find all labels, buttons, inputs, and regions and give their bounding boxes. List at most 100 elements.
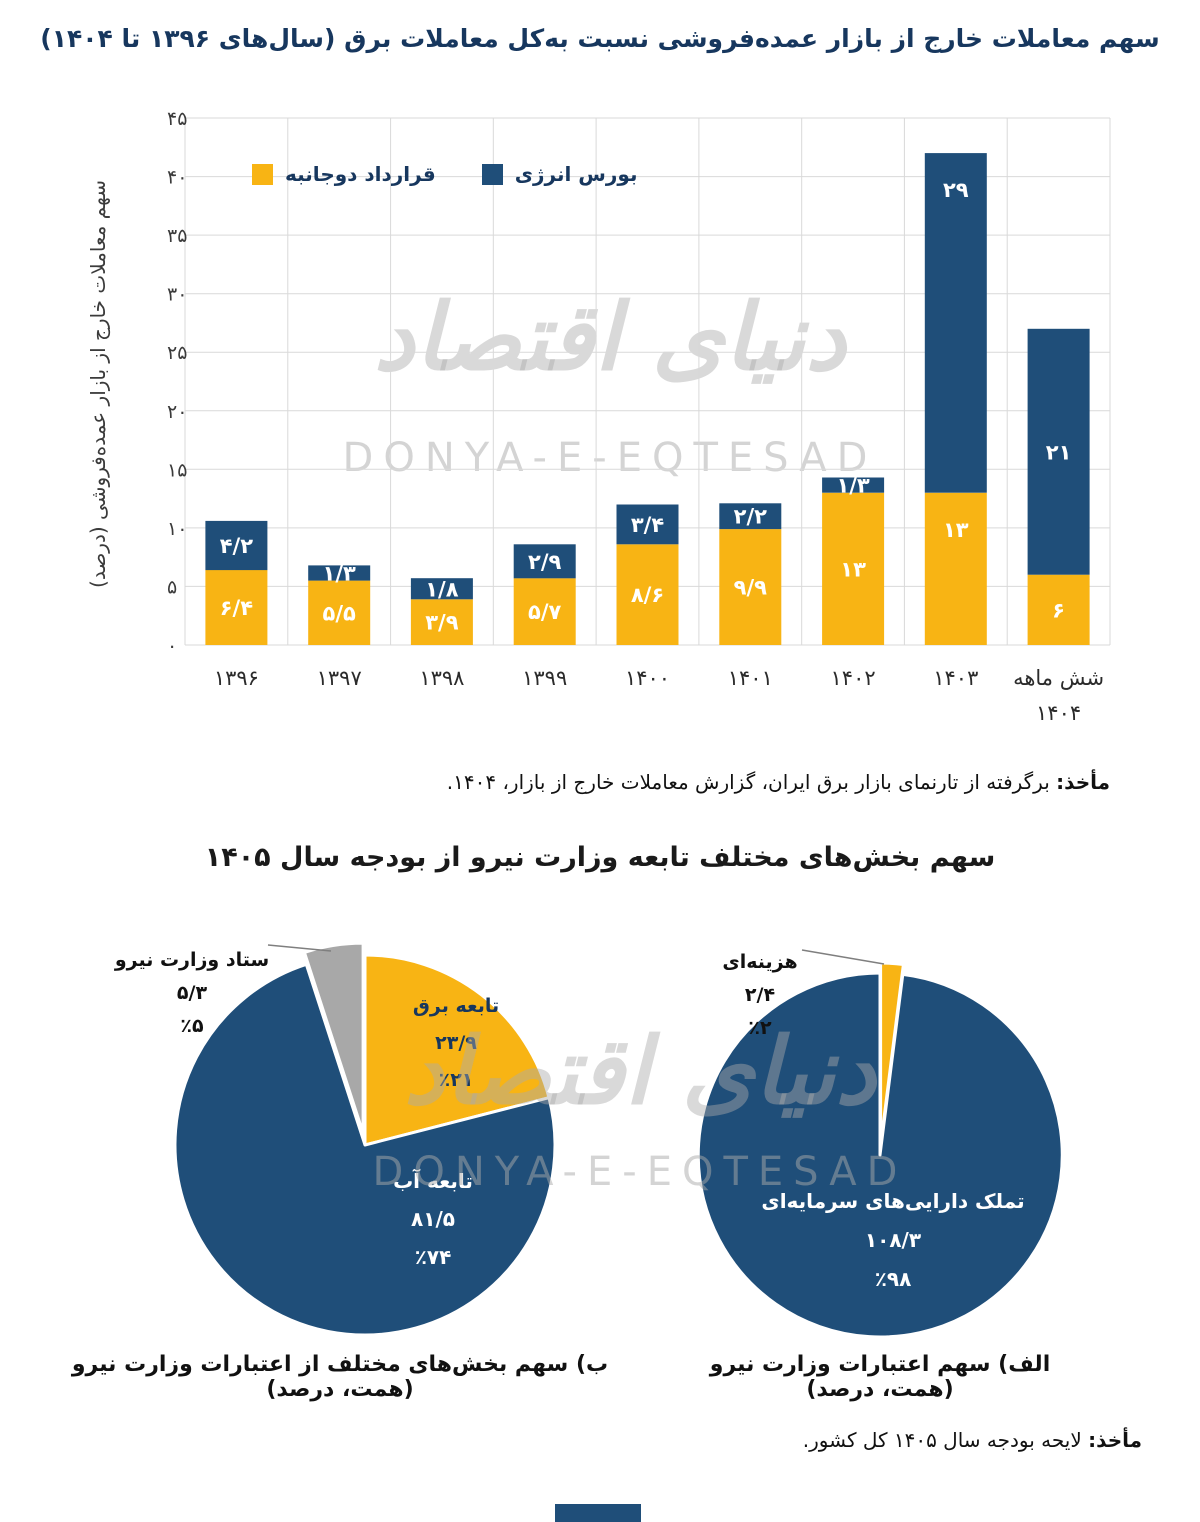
bar-segment [410, 578, 473, 600]
bar-segment [308, 565, 371, 581]
pie-label-line: تابعه آب [393, 1168, 473, 1193]
y-axis-tick-label: ۱۵ [167, 459, 187, 481]
bar-value-label: ۳/۹ [425, 611, 458, 635]
y-axis-tick-label: ۱۰ [167, 518, 187, 540]
bar-value-label: ۱/۸ [425, 577, 458, 601]
legend-swatch-energy-exchange [481, 163, 503, 185]
x-axis-category-label: ۱۴۰۲ [831, 666, 876, 690]
pie-section-title: سهم بخش‌های مختلف تابعه وزارت نیرو از بو… [204, 842, 996, 873]
pie-left-caption: ب) سهم بخش‌های مختلف از اعتبارات وزارت ن… [71, 1352, 609, 1402]
bar-value-label: ۳/۴ [631, 513, 664, 537]
bar-value-label: ۲۹ [943, 178, 969, 202]
y-axis-tick-label: ۳۵ [167, 225, 187, 247]
bar-segment [616, 544, 679, 645]
pie-leader-line [801, 949, 885, 965]
pie-label-line: ٪۷۴ [415, 1245, 452, 1269]
pie-label-line: هزینه‌ای [722, 951, 797, 973]
bar-chart-title: سهم معاملات خارج از بازار عمده‌فروشی نسب… [40, 24, 1160, 53]
bar-value-label: ۶ [1052, 598, 1065, 622]
source-text: لایحه بودجه سال ۱۴۰۵ کل کشور. [802, 1428, 1089, 1452]
legend-label-energy-exchange: بورس انرژی [514, 162, 638, 186]
bar-value-label: ۱۳ [840, 557, 866, 581]
bar-value-label: ۲/۹ [528, 550, 561, 574]
pie-label-line: ٪۵ [180, 1015, 204, 1037]
pie-slice [302, 941, 365, 1135]
pie-leader-line [267, 944, 332, 952]
x-axis-category-label: ۱۳۹۷ [317, 666, 362, 690]
pie-slice [363, 953, 551, 1147]
y-axis-tick-label: ۲۰ [167, 401, 187, 423]
bar-value-label: ۱/۳ [836, 474, 869, 498]
pie-slice [696, 971, 1064, 1339]
pie-label-line: ۵/۳ [177, 982, 208, 1004]
bar-chart-legend: قرارداد دوجانبه بورس انرژی [252, 162, 637, 186]
bar-value-label: ۲/۲ [734, 505, 767, 529]
bar-segment [719, 529, 782, 645]
pie-slice [173, 962, 557, 1337]
bar-value-label: ۱۳ [943, 518, 969, 542]
bar-segment [924, 492, 987, 645]
y-axis-tick-label: ۲۵ [167, 342, 187, 364]
pie-source-note: مأخذ: لایحه بودجه سال ۱۴۰۵ کل کشور. [803, 1428, 1142, 1452]
pie-label-line: ٪۲۱ [439, 1069, 474, 1091]
pie-chart-sections-share: تابعه برق ۲۳/۹ ٪۲۱ تابعه آب ۸۱/۵ ٪۷۴ ستاد وزار… [114, 941, 557, 1337]
x-axis-category-label: ۱۴۰۴ [1036, 701, 1081, 725]
y-axis-tick-label: ۰ [167, 635, 177, 657]
source-label: مأخذ: [1088, 1428, 1142, 1452]
bar-segment [308, 580, 371, 645]
bar-chart: ۰ ۵ ۱۰ ۱۵ ۲۰ ۲۵ ۳۰ ۳۵ ۴۰ ۴۵ ۶/۴ ۴/۲ ۱۳۹۶ ۵/۵ ۱/۳ ۱۳۹۷ ۳/… [167, 108, 1111, 725]
bar-segment [1027, 574, 1090, 645]
bar-segment [513, 578, 576, 645]
bar-value-label: ۱/۳ [323, 562, 356, 586]
pie-label-line: ۲۳/۹ [435, 1032, 477, 1054]
legend-item-energy-exchange: بورس انرژی [481, 162, 638, 186]
source-label: مأخذ: [1056, 770, 1110, 794]
bar-value-label: ۹/۹ [734, 576, 767, 600]
pie-label-line: ٪۲ [748, 1017, 772, 1039]
x-axis-category-label: ۱۳۹۶ [214, 666, 259, 690]
bar-segment [205, 520, 268, 571]
pie-label-line: ٪۹۸ [875, 1267, 912, 1291]
pie-label-line: تابعه برق [413, 995, 499, 1017]
x-axis-category-label: ۱۴۰۳ [933, 666, 978, 690]
bar-segment [616, 504, 679, 545]
pie-label-line: ۸۱/۵ [411, 1207, 455, 1231]
pie-label-line: ۱۰۸/۳ [865, 1228, 921, 1252]
pie-label-line: ستاد وزارت نیرو [114, 949, 269, 971]
source-text: برگرفته از تارنمای بازار برق ایران، گزار… [446, 770, 1057, 794]
bar-segment [513, 544, 576, 579]
bar-chart-y-axis-title: سهم معاملات خارج از بازار عمده‌فروشی (در… [86, 180, 110, 588]
bar-value-label: ۵/۵ [323, 601, 356, 625]
x-axis-category-label: شش ماهه [1013, 666, 1104, 690]
bar-segment [1027, 328, 1090, 575]
x-axis-category-label: ۱۴۰۰ [625, 666, 670, 690]
bar-segment [205, 570, 268, 645]
bar-segment [410, 599, 473, 645]
x-axis-category-label: ۱۳۹۹ [522, 666, 567, 690]
y-axis-tick-label: ۴۰ [167, 167, 187, 189]
footer-logo-bar [555, 1504, 641, 1522]
legend-swatch-bilateral-contract [252, 163, 273, 185]
legend-item-bilateral-contract: قرارداد دوجانبه [252, 162, 436, 186]
bar-segment [822, 492, 885, 645]
bar-value-label: ۸/۶ [631, 583, 664, 607]
x-axis-category-label: ۱۳۹۸ [419, 666, 464, 690]
bar-segment [719, 503, 782, 530]
y-axis-tick-label: ۵ [167, 576, 177, 598]
bar-value-label: ۵/۷ [528, 600, 561, 624]
bar-chart-source-note: مأخذ: برگرفته از تارنمای بازار برق ایران… [447, 770, 1110, 794]
bar-segment [924, 153, 987, 493]
bar-value-label: ۶/۴ [220, 596, 253, 620]
pie-label-line: تملک دارایی‌های سرمایه‌ای [761, 1189, 1024, 1213]
y-axis-tick-label: ۳۰ [167, 284, 187, 306]
pie-label-line: ۲/۴ [745, 984, 775, 1006]
bar-segment [822, 477, 885, 493]
y-axis-tick-label: ۴۵ [167, 108, 187, 130]
bar-value-label: ۴/۲ [220, 534, 253, 558]
pie-right-caption: الف) سهم اعتبارات وزارت نیرو (همت، درصد) [709, 1352, 1051, 1402]
x-axis-category-label: ۱۴۰۱ [728, 666, 773, 690]
legend-label-bilateral-contract: قرارداد دوجانبه [285, 162, 436, 186]
pie-charts: تابعه برق ۲۳/۹ ٪۲۱ تابعه آب ۸۱/۵ ٪۷۴ ستاد وزار… [114, 941, 1064, 1339]
bar-value-label: ۲۱ [1046, 440, 1072, 464]
